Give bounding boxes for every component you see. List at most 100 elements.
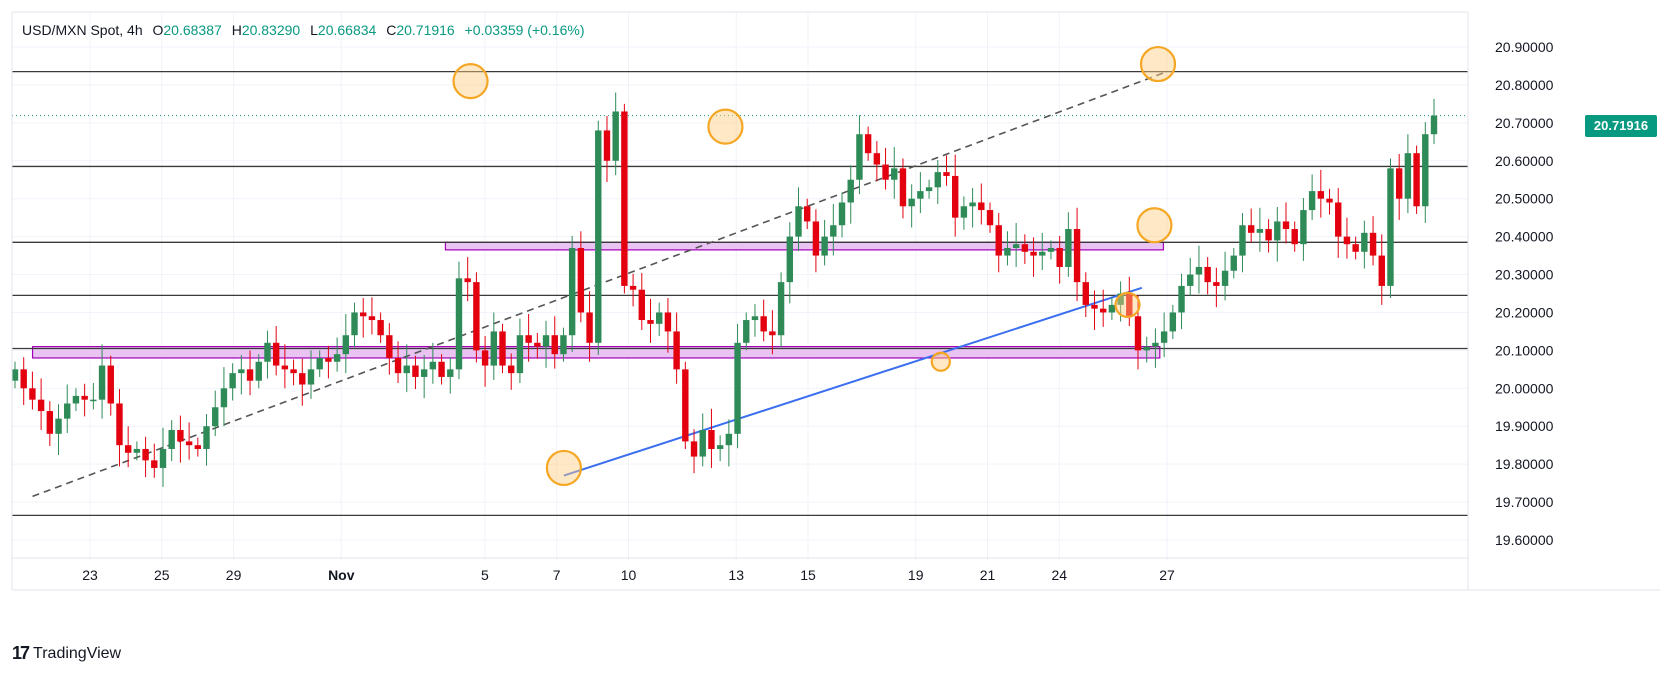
candle-body	[751, 316, 759, 321]
y-tick-label: 20.60000	[1495, 153, 1554, 169]
candle-body	[386, 335, 393, 358]
candle-body	[64, 403, 71, 419]
candle-body	[1300, 210, 1307, 245]
candle-body	[272, 342, 280, 366]
candle-body	[1117, 293, 1124, 305]
candle-body	[124, 445, 132, 453]
symbol-title[interactable]: USD/MXN Spot, 4h	[22, 22, 143, 38]
candle-body	[917, 191, 924, 199]
x-tick-label: 25	[154, 567, 170, 583]
candle-body	[577, 247, 585, 313]
candle-body	[1065, 229, 1072, 267]
close-value: 20.71916	[396, 22, 455, 38]
candle-body	[185, 441, 193, 446]
candle-body	[891, 168, 898, 180]
swing-marker	[545, 449, 582, 487]
low-key: L	[310, 22, 318, 38]
candle-body	[1160, 331, 1168, 343]
open-value: 20.68387	[163, 22, 222, 38]
candle-body	[98, 365, 106, 400]
candle-body	[255, 361, 262, 381]
candle-body	[194, 445, 202, 449]
low-value: 20.66834	[317, 22, 377, 38]
candle-body	[1265, 229, 1272, 241]
candle-body	[1012, 244, 1020, 248]
candle-body	[264, 342, 271, 362]
y-tick-label: 19.80000	[1495, 456, 1554, 472]
candle-body	[1195, 266, 1203, 275]
candle-body	[542, 335, 550, 347]
candle-body	[455, 278, 463, 370]
candle-body	[1274, 221, 1281, 241]
candle-body	[560, 335, 567, 355]
candle-body	[908, 198, 915, 207]
x-tick-label: 5	[481, 567, 489, 583]
candle-body	[725, 433, 733, 446]
candle-body	[299, 373, 306, 385]
candle-body	[586, 312, 593, 343]
x-tick-label: 24	[1052, 567, 1068, 583]
support-zone	[444, 241, 1165, 251]
candle-body	[55, 418, 62, 434]
candle-body	[29, 388, 36, 400]
candle-body	[821, 236, 828, 256]
candle-body	[673, 331, 680, 370]
x-tick-label: 19	[908, 567, 924, 583]
candle-body	[1413, 153, 1420, 207]
candle-body	[360, 312, 367, 317]
candle-body	[978, 202, 985, 211]
candle-body	[638, 289, 645, 321]
close-key: C	[386, 22, 397, 38]
candle-body	[882, 164, 889, 180]
y-tick-label: 20.30000	[1495, 267, 1554, 283]
candle-body	[20, 369, 27, 389]
candle-body	[1039, 251, 1046, 256]
chart-header: USD/MXN Spot, 4h O20.68387 H20.83290 L20…	[22, 22, 585, 38]
candle-body	[325, 357, 332, 362]
candle-body	[1187, 274, 1194, 286]
candle-body	[333, 354, 341, 362]
candle-body	[1056, 247, 1063, 267]
x-tick-label: 23	[82, 567, 98, 583]
swing-marker	[452, 63, 489, 100]
candle-body	[943, 172, 950, 176]
candle-body	[281, 365, 289, 370]
candle-body	[490, 331, 498, 366]
candle-body	[342, 335, 350, 355]
candle-body	[1369, 232, 1377, 256]
candle-body	[629, 285, 637, 290]
brand[interactable]: 17 TradingView	[12, 643, 121, 664]
candle-body	[37, 399, 45, 412]
candle-body	[1030, 251, 1037, 256]
candle-body	[1230, 255, 1237, 271]
candle-body	[1021, 244, 1029, 252]
candle-body	[1099, 308, 1107, 313]
candle-body	[525, 335, 532, 343]
y-tick-label: 20.50000	[1495, 191, 1554, 207]
candle-body	[1387, 168, 1394, 286]
candle-body	[438, 361, 445, 377]
candle-body	[830, 225, 837, 237]
candle-body	[925, 187, 933, 192]
y-tick-label: 20.10000	[1495, 342, 1554, 358]
candle-body	[116, 403, 123, 446]
candle-body	[856, 134, 863, 180]
candle-body	[1143, 346, 1150, 351]
x-tick-label: 10	[621, 567, 637, 583]
candle-body	[1004, 247, 1011, 256]
y-tick-label: 19.70000	[1495, 494, 1554, 510]
y-tick-label: 20.70000	[1495, 115, 1554, 131]
candle-body	[847, 179, 854, 203]
candle-body	[708, 430, 715, 449]
candle-body	[1169, 312, 1177, 332]
candle-body	[177, 430, 184, 442]
candle-body	[203, 426, 210, 449]
candle-body	[447, 369, 454, 377]
candle-body	[1134, 316, 1142, 351]
candle-body	[290, 369, 297, 374]
candle-body	[473, 282, 480, 351]
candle-body	[1221, 270, 1229, 286]
candle-body	[603, 130, 611, 161]
candle-body	[1091, 304, 1098, 309]
